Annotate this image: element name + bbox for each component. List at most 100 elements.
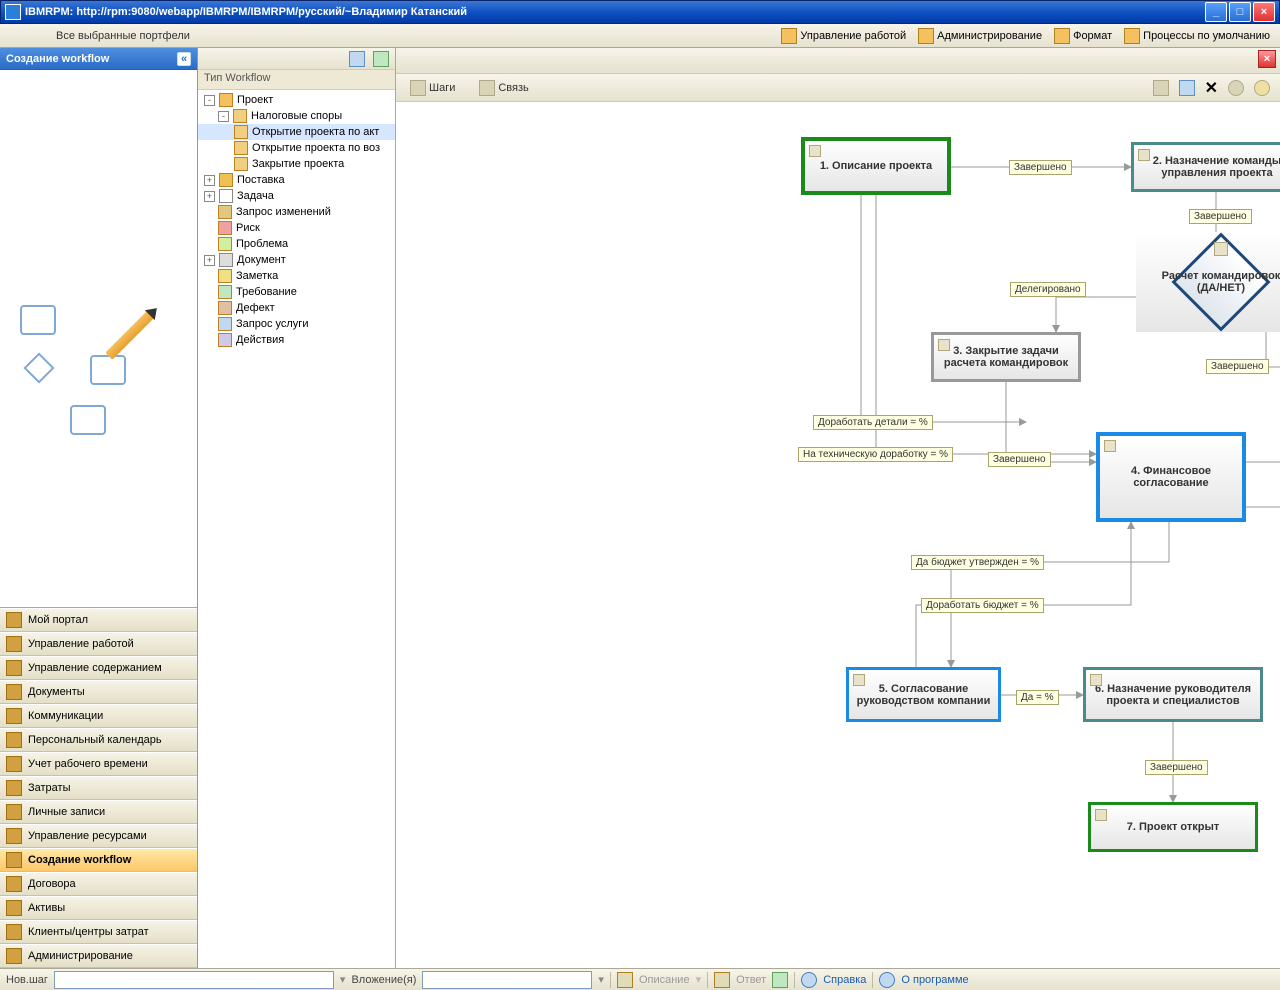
- tree-node-change-request[interactable]: Запрос изменений: [198, 204, 395, 220]
- toggle-icon[interactable]: -: [204, 95, 215, 106]
- close-button[interactable]: ×: [1253, 2, 1275, 22]
- nav-item-2[interactable]: Управление содержанием: [0, 656, 197, 680]
- delete-icon[interactable]: ✕: [1205, 78, 1218, 98]
- nav-item-8[interactable]: Личные записи: [0, 800, 197, 824]
- tree-node-close-project[interactable]: Закрытие проекта: [198, 156, 395, 172]
- tree-node-problem[interactable]: Проблема: [198, 236, 395, 252]
- nav-item-13[interactable]: Клиенты/центры затрат: [0, 920, 197, 944]
- zoom-out-icon[interactable]: [1254, 80, 1270, 96]
- tree-node-open-by-act[interactable]: Открытие проекта по акт: [198, 124, 395, 140]
- nav-item-11[interactable]: Договора: [0, 872, 197, 896]
- link-tool[interactable]: Связь: [475, 78, 532, 98]
- risk-icon: [218, 221, 232, 235]
- refresh-icon[interactable]: [772, 972, 788, 988]
- print-icon[interactable]: [349, 51, 365, 67]
- tree-node-supply[interactable]: +Поставка: [198, 172, 395, 188]
- edge-label-2: Делегировано: [1010, 282, 1086, 297]
- zoom-in-icon[interactable]: [1228, 80, 1244, 96]
- toggle-icon[interactable]: +: [204, 255, 215, 266]
- nav-item-3[interactable]: Документы: [0, 680, 197, 704]
- workflow-step-n6[interactable]: 4. Финансовое согласование: [1096, 432, 1246, 522]
- tree-node-note[interactable]: Заметка: [198, 268, 395, 284]
- workflow-canvas[interactable]: 1. Описание проекта 2. Назначение команды…: [396, 102, 1280, 968]
- save-icon[interactable]: [1153, 80, 1169, 96]
- tree-node-document[interactable]: +Документ: [198, 252, 395, 268]
- tree-node-project[interactable]: -Проект: [198, 92, 395, 108]
- tree-node-risk[interactable]: Риск: [198, 220, 395, 236]
- new-step-label: Нов.шаг: [6, 974, 48, 986]
- administration-button[interactable]: Администрирование: [914, 26, 1046, 46]
- workflow-icon: [234, 125, 248, 139]
- help-link[interactable]: Справка: [823, 974, 866, 986]
- answer-label[interactable]: Ответ: [736, 974, 766, 986]
- about-link[interactable]: О программе: [901, 974, 968, 986]
- work-management-button[interactable]: Управление работой: [777, 26, 910, 46]
- description-icon: [617, 972, 633, 988]
- clipboard-icon: [219, 189, 233, 203]
- toggle-icon[interactable]: -: [218, 111, 229, 122]
- workflow-step-n9[interactable]: 6. Назначение руководителя проекта и спе…: [1083, 667, 1263, 722]
- steps-tool[interactable]: Шаги: [406, 78, 459, 98]
- tree-node-open-by-voz[interactable]: Открытие проекта по воз: [198, 140, 395, 156]
- folder-icon: [781, 28, 797, 44]
- nav-item-12[interactable]: Активы: [0, 896, 197, 920]
- print-icon[interactable]: [1179, 80, 1195, 96]
- help-icon: [801, 972, 817, 988]
- window-buttons: _ □ ×: [1205, 2, 1275, 22]
- tree-node-service-request[interactable]: Запрос услуги: [198, 316, 395, 332]
- about-icon: [879, 972, 895, 988]
- nav-item-7[interactable]: Затраты: [0, 776, 197, 800]
- default-processes-button[interactable]: Процессы по умолчанию: [1120, 26, 1274, 46]
- tree-node-tax-disputes[interactable]: -Налоговые споры: [198, 108, 395, 124]
- tree-node-task[interactable]: +Задача: [198, 188, 395, 204]
- format-button[interactable]: Формат: [1050, 26, 1116, 46]
- box-icon: [219, 173, 233, 187]
- edge-label-7: Завершено: [988, 452, 1051, 467]
- top-toolbar: Все выбранные портфели Управление работо…: [0, 24, 1280, 48]
- tree-node-defect[interactable]: Дефект: [198, 300, 395, 316]
- workflow-decision-n3[interactable]: Расчет командировок (ДА/НЕТ): [1136, 232, 1280, 332]
- workflow-step-n8[interactable]: 5. Согласование руководством компании: [846, 667, 1001, 722]
- portfolio-selector[interactable]: Все выбранные портфели: [6, 30, 777, 42]
- description-label[interactable]: Описание: [639, 974, 690, 986]
- nav-item-10[interactable]: Создание workflow: [0, 848, 197, 872]
- workflow-step-n2[interactable]: 2. Назначение команды управления проекта: [1131, 142, 1280, 192]
- nav-item-0[interactable]: Мой портал: [0, 608, 197, 632]
- dropdown-icon[interactable]: ▾: [340, 973, 346, 986]
- tree-header: Тип Workflow: [198, 70, 395, 90]
- note-icon: [218, 269, 232, 283]
- canvas-toolbar: Шаги Связь ✕: [396, 74, 1280, 102]
- nav-item-1[interactable]: Управление работой: [0, 632, 197, 656]
- new-step-input[interactable]: [54, 971, 334, 989]
- nav-item-4[interactable]: Коммуникации: [0, 704, 197, 728]
- node-icon: [938, 339, 950, 351]
- problem-icon: [218, 237, 232, 251]
- workflow-icon: [234, 141, 248, 155]
- close-canvas-button[interactable]: ×: [1258, 50, 1276, 68]
- dropdown-icon[interactable]: ▾: [598, 973, 604, 986]
- collapse-sidebar-button[interactable]: «: [177, 52, 191, 66]
- maximize-button[interactable]: □: [1229, 2, 1251, 22]
- workflow-step-n1[interactable]: 1. Описание проекта: [801, 137, 951, 195]
- node-icon: [1095, 809, 1107, 821]
- tree-node-actions[interactable]: Действия: [198, 332, 395, 348]
- nav-item-14[interactable]: Администрирование: [0, 944, 197, 968]
- workflow-step-n4[interactable]: 3. Закрытие задачи расчета командировок: [931, 332, 1081, 382]
- nav-stack: Мой порталУправление работойУправление с…: [0, 607, 197, 968]
- nav-item-9[interactable]: Управление ресурсами: [0, 824, 197, 848]
- toggle-icon[interactable]: +: [204, 191, 215, 202]
- toggle-icon[interactable]: +: [204, 175, 215, 186]
- actions-icon: [218, 333, 232, 347]
- node-icon: [809, 145, 821, 157]
- nav-item-5[interactable]: Персональный календарь: [0, 728, 197, 752]
- nav-item-6[interactable]: Учет рабочего времени: [0, 752, 197, 776]
- admin-icon: [918, 28, 934, 44]
- attachments-input[interactable]: [422, 971, 592, 989]
- separator: [610, 972, 611, 988]
- minimize-button[interactable]: _: [1205, 2, 1227, 22]
- workflow-step-n11[interactable]: 7. Проект открыт: [1088, 802, 1258, 852]
- edge-label-1: Завершено: [1189, 209, 1252, 224]
- refresh-icon[interactable]: [373, 51, 389, 67]
- tree-node-requirement[interactable]: Требование: [198, 284, 395, 300]
- gear-icon: [218, 205, 232, 219]
